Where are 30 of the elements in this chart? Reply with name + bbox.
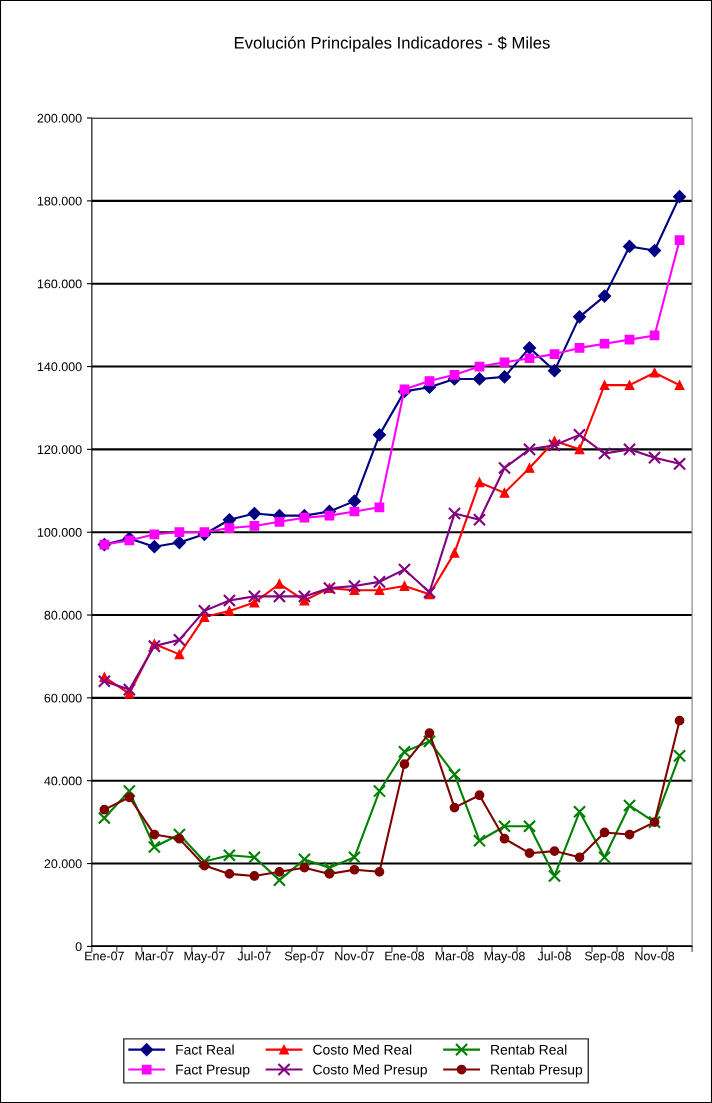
y-tick-label: 80.000 — [44, 610, 82, 620]
legend-label: Rentab Real — [491, 1044, 567, 1055]
x-tick-label: May-08 — [484, 951, 525, 963]
y-tick-label: 140.000 — [37, 362, 82, 372]
legend-label: Fact Real — [176, 1044, 234, 1055]
x-tick-label: Nov-07 — [335, 951, 374, 961]
y-tick-label: 100.000 — [37, 528, 82, 537]
x-tick-label: Sep-08 — [584, 951, 625, 963]
y-tick-label: 180.000 — [37, 196, 82, 206]
chart-title: Evolución Principales Indicadores - $ Miles — [234, 36, 550, 53]
x-tick-label: Mar-08 — [435, 951, 474, 961]
legend-label: Costo Med Presup — [313, 1064, 427, 1078]
x-tick-label: Sep-07 — [284, 951, 324, 963]
y-tick-label: 120.000 — [37, 445, 82, 455]
y-tick-label: 20.000 — [44, 859, 82, 869]
y-tick-label: 40.000 — [44, 776, 82, 786]
legend-label: Costo Med Real — [313, 1044, 412, 1055]
x-tick-label: Mar-07 — [135, 951, 174, 961]
x-tick-label: May-07 — [184, 951, 225, 963]
x-tick-label: Ene-08 — [385, 951, 425, 961]
y-tick-label: 160.000 — [37, 279, 82, 289]
legend-label: Fact Presup — [176, 1064, 250, 1078]
x-tick-label: Jul-07 — [237, 951, 271, 961]
y-tick-label: 0 — [75, 942, 82, 952]
y-tick-label: 200.000 — [37, 113, 82, 123]
y-tick-label: 60.000 — [44, 693, 82, 703]
x-tick-label: Nov-08 — [635, 951, 675, 961]
x-tick-label: Jul-08 — [537, 951, 571, 961]
legend-label: Rentab Presup — [491, 1064, 583, 1078]
x-tick-label: Ene-07 — [85, 951, 124, 961]
